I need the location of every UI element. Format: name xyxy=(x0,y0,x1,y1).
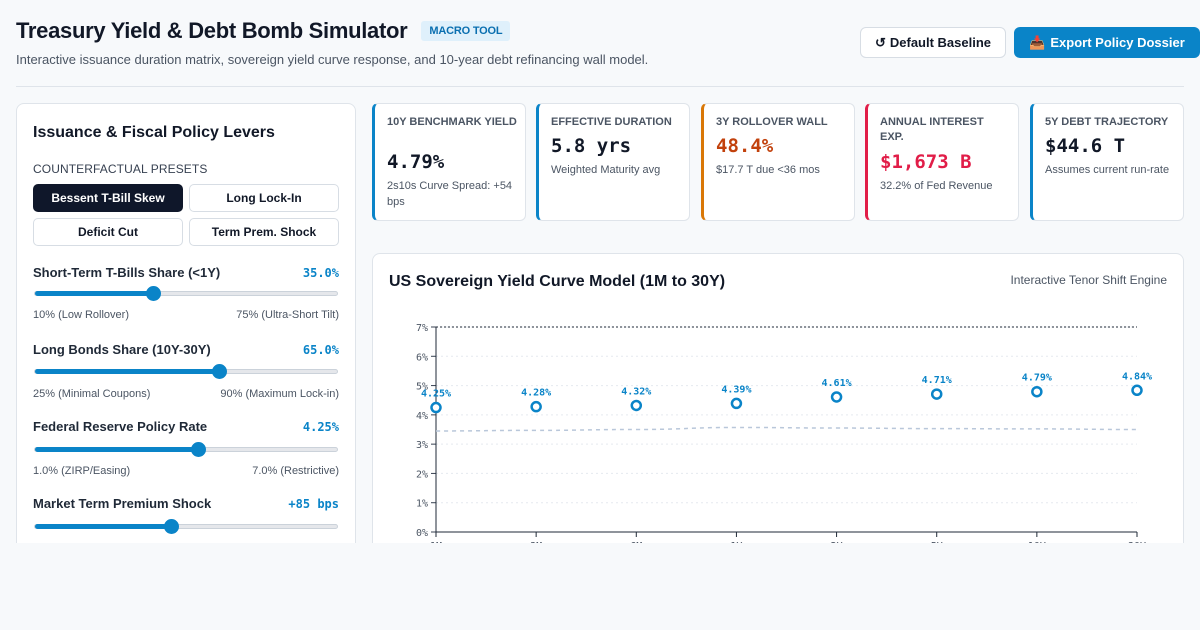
preset-long-lock-in[interactable]: Long Lock-In xyxy=(189,184,339,212)
lever-label: Market Term Premium Shock xyxy=(33,496,212,511)
page-bottom-background xyxy=(0,543,1200,630)
range-max-label: 90% (Maximum Lock-in) xyxy=(220,388,339,400)
lever-term-premium-shock: Market Term Premium Shock +85 bps xyxy=(33,496,339,562)
metric-value: 4.79% xyxy=(387,151,445,173)
term-premium-shock-slider[interactable] xyxy=(34,519,338,534)
y-tick-label: 3% xyxy=(416,440,428,451)
default-baseline-button[interactable]: ↺ Default Baseline xyxy=(860,27,1006,58)
lever-value: 65.0% xyxy=(302,343,339,357)
presets-label: COUNTERFACTUAL PRESETS xyxy=(33,162,208,176)
y-tick-label: 6% xyxy=(416,352,428,363)
yield-point[interactable] xyxy=(1131,384,1143,397)
yield-data-label: 4.71% xyxy=(922,375,952,386)
preset-bessent-t-bill-skew[interactable]: Bessent T-Bill Skew xyxy=(33,184,183,212)
slider-thumb[interactable] xyxy=(163,519,179,534)
lever-short-term-bills: Short-Term T-Bills Share (<1Y) 35.0% 10%… xyxy=(33,265,339,335)
policy-levers-panel: Issuance & Fiscal Policy Levers COUNTERF… xyxy=(16,103,356,563)
yield-point[interactable] xyxy=(1031,385,1043,398)
yield-curve-panel: US Sovereign Yield Curve Model (1M to 30… xyxy=(372,253,1184,563)
yield-data-label: 4.84% xyxy=(1122,371,1152,382)
yield-data-label: 4.79% xyxy=(1022,373,1052,384)
slider-thumb[interactable] xyxy=(145,286,161,301)
metric-label: EFFECTIVE DURATION xyxy=(551,116,672,128)
page-title: Treasury Yield & Debt Bomb Simulator xyxy=(16,18,408,43)
yield-point[interactable] xyxy=(730,397,743,410)
metric-sub: $17.7 T due <36 mos xyxy=(716,164,820,176)
metric-value: $44.6 T xyxy=(1045,135,1126,157)
chart-title: US Sovereign Yield Curve Model (1M to 30… xyxy=(389,273,726,290)
lever-label: Long Bonds Share (10Y-30Y) xyxy=(33,342,211,357)
range-min-label: 1.0% (ZIRP/Easing) xyxy=(33,465,131,477)
y-tick-label: 1% xyxy=(416,499,428,510)
metric-value: $1,673 B xyxy=(880,151,972,173)
lever-value: 35.0% xyxy=(302,266,339,280)
default-baseline-label: Default Baseline xyxy=(889,35,992,50)
macro-tool-badge: MACRO TOOL xyxy=(421,21,511,41)
metric-value: 5.8 yrs xyxy=(551,135,632,157)
export-policy-dossier-label: Export Policy Dossier xyxy=(1050,35,1185,50)
metric-sub: 2s10s Curve Spread: +54 bps xyxy=(387,180,513,208)
levers-panel-title: Issuance & Fiscal Policy Levers xyxy=(33,124,275,141)
metric-label: 3Y ROLLOVER WALL xyxy=(716,116,828,128)
yield-point[interactable] xyxy=(630,399,643,412)
page-header: Treasury Yield & Debt Bomb Simulator MAC… xyxy=(16,0,1184,87)
slider-fill xyxy=(35,524,171,529)
lever-long-bonds: Long Bonds Share (10Y-30Y) 65.0% 25% (Mi… xyxy=(33,342,339,412)
yield-curve-chart[interactable]: 0%1%2%3%4%5%6%7%1M3M6M1Y2Y5Y10Y30Y4.25%4… xyxy=(373,254,1184,563)
metric-value: 48.4% xyxy=(716,135,774,157)
yield-point[interactable] xyxy=(530,400,542,413)
short-term-bills-slider[interactable] xyxy=(34,286,338,301)
baseline-curve-line xyxy=(435,426,1138,432)
range-max-label: 7.0% (Restrictive) xyxy=(252,465,339,477)
y-tick-label: 2% xyxy=(416,469,428,480)
metric-label: 5Y DEBT TRAJECTORY xyxy=(1045,116,1169,128)
chart-note: Interactive Tenor Shift Engine xyxy=(1010,273,1167,287)
preset-term-prem-shock[interactable]: Term Prem. Shock xyxy=(189,218,339,246)
lever-value: +85 bps xyxy=(288,497,339,511)
slider-fill xyxy=(35,291,153,296)
metric-card-annual-interest: ANNUAL INTEREST EXP. $1,673 B 32.2% of F… xyxy=(865,103,1019,221)
page-subtitle: Interactive issuance duration matrix, so… xyxy=(16,52,649,67)
slider-thumb[interactable] xyxy=(212,364,228,379)
title-row: Treasury Yield & Debt Bomb Simulator MAC… xyxy=(16,18,511,44)
yield-data-label: 4.61% xyxy=(822,378,852,389)
slider-fill xyxy=(35,447,199,452)
slider-thumb[interactable] xyxy=(191,442,207,457)
range-min-label: 25% (Minimal Coupons) xyxy=(33,388,151,400)
metric-card-rollover-wall: 3Y ROLLOVER WALL 48.4% $17.7 T due <36 m… xyxy=(701,103,855,221)
y-tick-label: 4% xyxy=(416,411,428,422)
yield-data-label: 4.32% xyxy=(621,386,651,397)
metric-card-effective-duration: EFFECTIVE DURATION 5.8 yrs Weighted Matu… xyxy=(536,103,690,221)
lever-label: Federal Reserve Policy Rate xyxy=(33,419,208,434)
metric-label: 10Y BENCHMARK YIELD xyxy=(387,116,517,128)
metric-card-10y-yield: 10Y BENCHMARK YIELD 4.79% 2s10s Curve Sp… xyxy=(372,103,526,221)
y-tick-label: 0% xyxy=(416,528,428,539)
range-max-label: 75% (Ultra-Short Tilt) xyxy=(236,309,339,321)
range-min-label: 10% (Low Rollover) xyxy=(33,309,129,321)
fed-policy-rate-slider[interactable] xyxy=(34,442,338,457)
yield-data-label: 4.28% xyxy=(521,388,551,399)
lever-value: 4.25% xyxy=(302,420,339,434)
metric-label: ANNUAL INTEREST EXP. xyxy=(880,116,984,143)
metric-card-debt-trajectory: 5Y DEBT TRAJECTORY $44.6 T Assumes curre… xyxy=(1030,103,1184,221)
lever-fed-policy-rate: Federal Reserve Policy Rate 4.25% 1.0% (… xyxy=(33,419,339,489)
yield-point[interactable] xyxy=(830,391,843,403)
yield-point[interactable] xyxy=(430,401,442,414)
yield-data-label: 4.25% xyxy=(421,389,451,400)
lever-label: Short-Term T-Bills Share (<1Y) xyxy=(33,265,221,280)
slider-fill xyxy=(35,369,220,374)
inbox-tray-icon: 📥 xyxy=(1029,34,1046,50)
metric-sub: 32.2% of Fed Revenue xyxy=(880,180,993,192)
yield-point[interactable] xyxy=(930,388,943,400)
metric-sub: Assumes current run-rate xyxy=(1045,164,1170,176)
preset-deficit-cut[interactable]: Deficit Cut xyxy=(33,218,183,246)
export-policy-dossier-button[interactable]: 📥 Export Policy Dossier xyxy=(1014,27,1200,58)
y-tick-label: 7% xyxy=(416,323,428,334)
metric-sub: Weighted Maturity avg xyxy=(551,164,661,176)
long-bonds-slider[interactable] xyxy=(34,364,338,379)
yield-data-label: 4.39% xyxy=(721,384,751,395)
reset-icon: ↺ xyxy=(874,34,886,50)
y-tick-label: 5% xyxy=(416,382,428,393)
